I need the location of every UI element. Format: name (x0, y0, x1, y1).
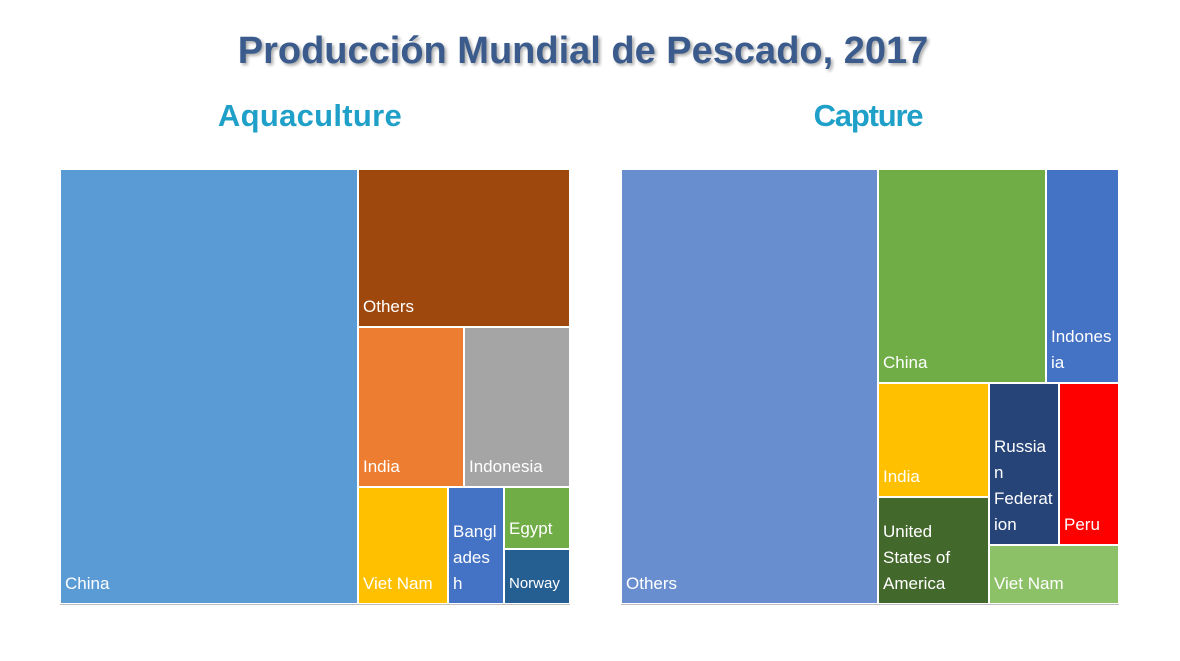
capture-tile-viet-nam: Viet Nam (989, 545, 1119, 604)
capture-label-india: India (883, 467, 920, 486)
aquaculture-tile-others: Others (358, 169, 570, 327)
aquaculture-label-norway: Norway (509, 575, 560, 592)
capture-label-others: Others (626, 574, 678, 593)
aquaculture-label-indonesia: Indonesia (469, 457, 543, 476)
capture-tile-indonesia: Indones ia (1046, 169, 1119, 383)
aquaculture-tile-china: China (60, 169, 358, 604)
capture-treemap: Others China Indones ia India Russian Federa… (621, 169, 1119, 604)
capture-baseline (621, 604, 1119, 605)
aquaculture-tile-norway: Norway (504, 549, 570, 604)
aquaculture-label-india: India (363, 457, 400, 476)
capture-label-viet-nam: Viet Nam (994, 574, 1064, 593)
aquaculture-label-china: China (65, 574, 110, 593)
capture-tile-russian-federation: Russian Federat ion (989, 383, 1059, 545)
aquaculture-label-egypt: Egypt (509, 519, 553, 538)
aquaculture-title: Aquaculture (217, 98, 403, 133)
capture-label-china: China (883, 353, 928, 372)
aquaculture-tile-viet-nam: Viet Nam (358, 487, 448, 604)
capture-label-indonesia: Indones ia (1051, 327, 1112, 372)
capture-tile-others: Others (621, 169, 878, 604)
capture-tile-united-states-of-america: United States of America (878, 497, 989, 604)
aquaculture-label-viet-nam: Viet Nam (363, 574, 433, 593)
aquaculture-tile-egypt: Egypt (504, 487, 570, 549)
capture-title: Capture (813, 98, 924, 133)
aquaculture-tile-indonesia: Indonesia (464, 327, 570, 487)
capture-label-peru: Peru (1064, 515, 1100, 534)
aquaculture-label-others: Others (363, 297, 415, 316)
aquaculture-baseline (60, 604, 570, 605)
capture-tile-india: India (878, 383, 989, 497)
capture-tile-china: China (878, 169, 1046, 383)
chart-main-title: Producción Mundial de Pescado, 2017 (237, 30, 929, 72)
aquaculture-tile-india: India (358, 327, 464, 487)
capture-label-united-states-of-america: United States of America (883, 522, 951, 593)
aquaculture-treemap: China Others India Indonesia Viet Nam Bangl a… (60, 169, 570, 604)
aquaculture-label-bangladesh: Bangl ades h (453, 522, 497, 593)
capture-label-russian-federation: Russian Federat ion (994, 437, 1053, 534)
capture-tile-peru: Peru (1059, 383, 1119, 545)
aquaculture-tile-bangladesh: Bangl ades h (448, 487, 504, 604)
